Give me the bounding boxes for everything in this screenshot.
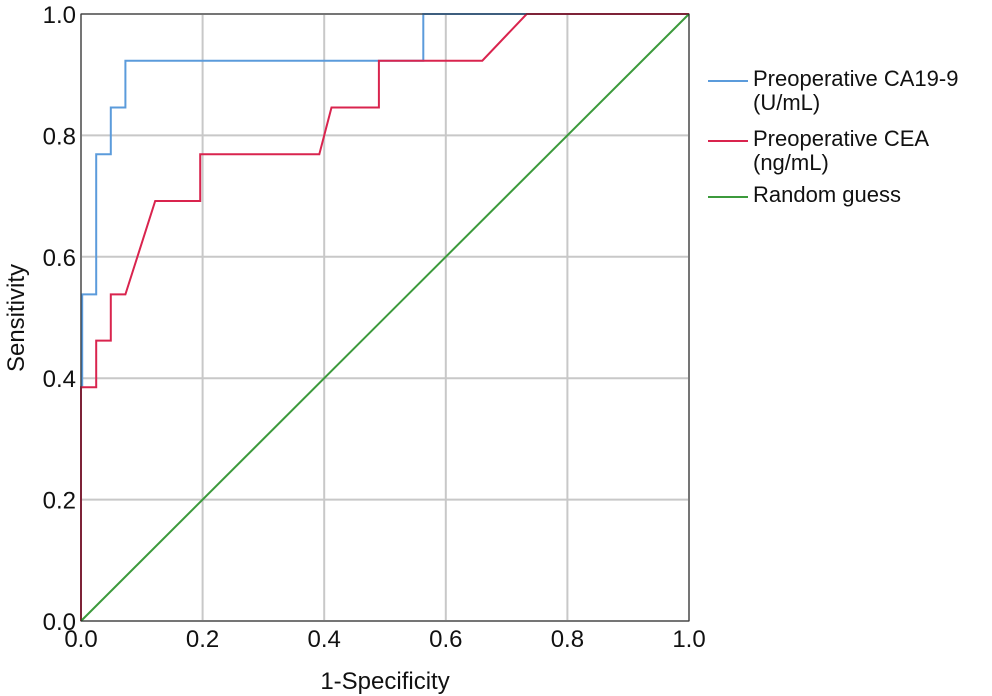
legend: Preoperative CA19-9(U/mL) Preoperative CE…: [708, 66, 958, 207]
x-tick-label: 0.8: [551, 626, 584, 653]
series-line-1: [80, 13, 689, 621]
y-tick-label: 0.8: [43, 123, 76, 150]
y-tick-label: 0.6: [43, 245, 76, 272]
series-line-2: [80, 13, 690, 622]
legend-label-1: (ng/mL): [753, 150, 829, 175]
y-tick-label: 1.0: [43, 2, 76, 29]
y-tick-label: 0.4: [43, 366, 76, 393]
x-axis-title: 1-Specificity: [320, 668, 449, 695]
x-tick-labels: 0.0 0.2 0.4 0.6 0.8 1.0: [64, 626, 705, 653]
x-tick-label: 0.0: [64, 626, 97, 653]
y-tick-label: 0.0: [43, 609, 76, 636]
series-lines: [80, 13, 690, 622]
y-tick-label: 0.2: [43, 488, 76, 515]
legend-label-2: Random guess: [753, 182, 901, 207]
legend-label-1: Preoperative CEA: [753, 126, 929, 151]
x-tick-label: 0.6: [429, 626, 462, 653]
x-tick-label: 1.0: [672, 626, 705, 653]
legend-label-0: Preoperative CA19-9: [753, 66, 958, 91]
x-tick-label: 0.4: [308, 626, 341, 653]
plot-frame: [80, 13, 690, 622]
y-axis-title: Sensitivity: [3, 264, 30, 372]
legend-label-0: (U/mL): [753, 90, 820, 115]
y-tick-labels: 0.0 0.2 0.4 0.6 0.8 1.0: [43, 2, 76, 636]
x-tick-label: 0.2: [186, 626, 219, 653]
